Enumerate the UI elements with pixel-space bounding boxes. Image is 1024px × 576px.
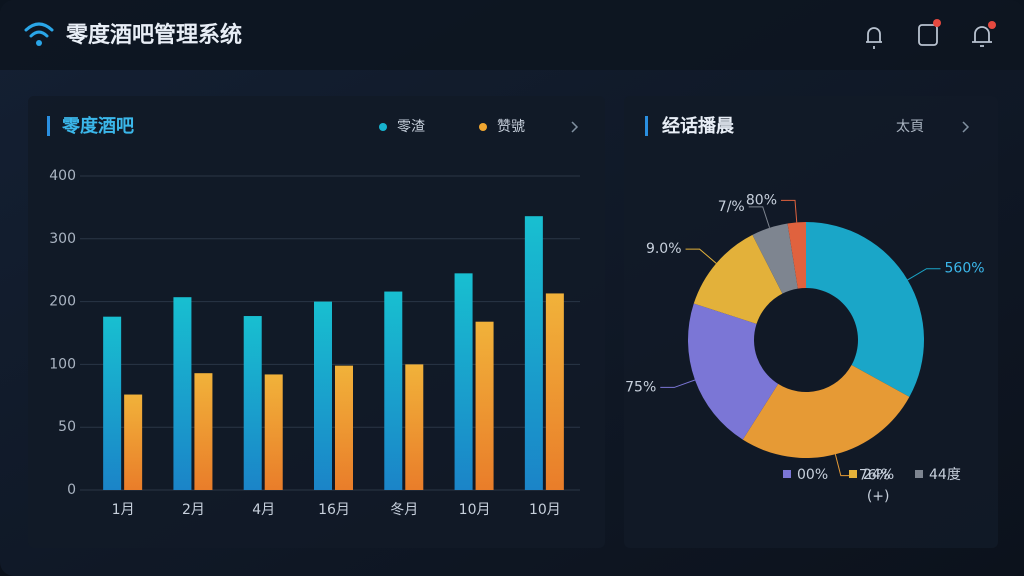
legend-swatch: [379, 123, 387, 131]
bar: [314, 301, 332, 490]
x-tick-label: 10月: [459, 502, 491, 518]
pie-slice: [752, 223, 798, 294]
chevron[interactable]: [571, 121, 579, 133]
bar: [264, 374, 283, 490]
x-tick-label: 冬月: [390, 502, 418, 518]
slice-label: 75%: [625, 379, 656, 395]
slice-label: 80%: [746, 192, 777, 208]
app-title: 零度酒吧管理系统: [65, 22, 242, 48]
leader-line: [781, 199, 798, 223]
chevron[interactable]: [962, 121, 970, 133]
leader-line: [660, 379, 696, 388]
y-tick-label: 100: [49, 356, 76, 372]
bar: [454, 273, 473, 490]
bar: [475, 321, 494, 490]
leader-line: [748, 206, 771, 228]
pie-slice: [693, 234, 783, 324]
panel: [624, 96, 998, 548]
legend-swatch: [915, 470, 923, 478]
icon-message[interactable]: [918, 24, 938, 46]
panel-accent: [47, 116, 50, 136]
x-tick-label: 2月: [182, 502, 205, 518]
legend-label: 24%: [863, 467, 894, 483]
x-tick-label: 4月: [252, 502, 275, 518]
x-tick-label: 1月: [112, 502, 135, 518]
bar: [545, 293, 564, 490]
legend-label: 赞號: [497, 119, 525, 135]
y-tick-label: 400: [49, 168, 76, 184]
bar: [124, 394, 143, 490]
leader-line: [907, 268, 941, 281]
pie-slice: [742, 365, 910, 459]
panel-link[interactable]: 太頁: [896, 119, 924, 135]
x-tick-label: 16月: [318, 502, 350, 518]
pie-slice: [787, 222, 806, 289]
bar: [173, 297, 192, 490]
y-tick-label: 0: [67, 482, 76, 498]
bar: [194, 373, 213, 490]
top-bar: [0, 0, 1024, 70]
y-tick-label: 300: [49, 231, 76, 247]
bar: [103, 316, 122, 490]
bar: [243, 316, 262, 490]
y-tick-label: 50: [58, 419, 76, 435]
badge: [988, 21, 996, 29]
icon-bell[interactable]: [972, 26, 992, 47]
panel-accent: [645, 116, 648, 136]
slice-label: 76%: [859, 468, 890, 484]
slice-annotation: (+): [867, 489, 890, 505]
y-tick-label: 200: [49, 294, 76, 310]
legend-swatch: [783, 470, 791, 478]
leader-line: [685, 248, 717, 264]
legend-label: 44度: [929, 467, 961, 483]
icon-user[interactable]: [866, 27, 882, 49]
logo: [24, 22, 54, 46]
pie-slice: [687, 303, 779, 440]
slice-label: 560%: [945, 261, 985, 277]
x-tick-label: 10月: [529, 502, 561, 518]
legend-swatch: [479, 123, 487, 131]
legend-label: 零渣: [397, 119, 425, 135]
slice-label: 7/%: [718, 199, 745, 215]
slice-label: 9.0%: [646, 241, 682, 257]
pie-slice: [806, 222, 924, 397]
badge: [933, 19, 941, 27]
bar: [524, 216, 543, 490]
bar: [335, 365, 353, 490]
legend-swatch: [849, 470, 857, 478]
bar: [405, 364, 424, 490]
bar: [384, 291, 403, 490]
panel-title: 经话播晨: [662, 115, 735, 137]
panel-title: 零度酒吧: [61, 115, 134, 137]
legend-label: 00%: [797, 467, 828, 483]
